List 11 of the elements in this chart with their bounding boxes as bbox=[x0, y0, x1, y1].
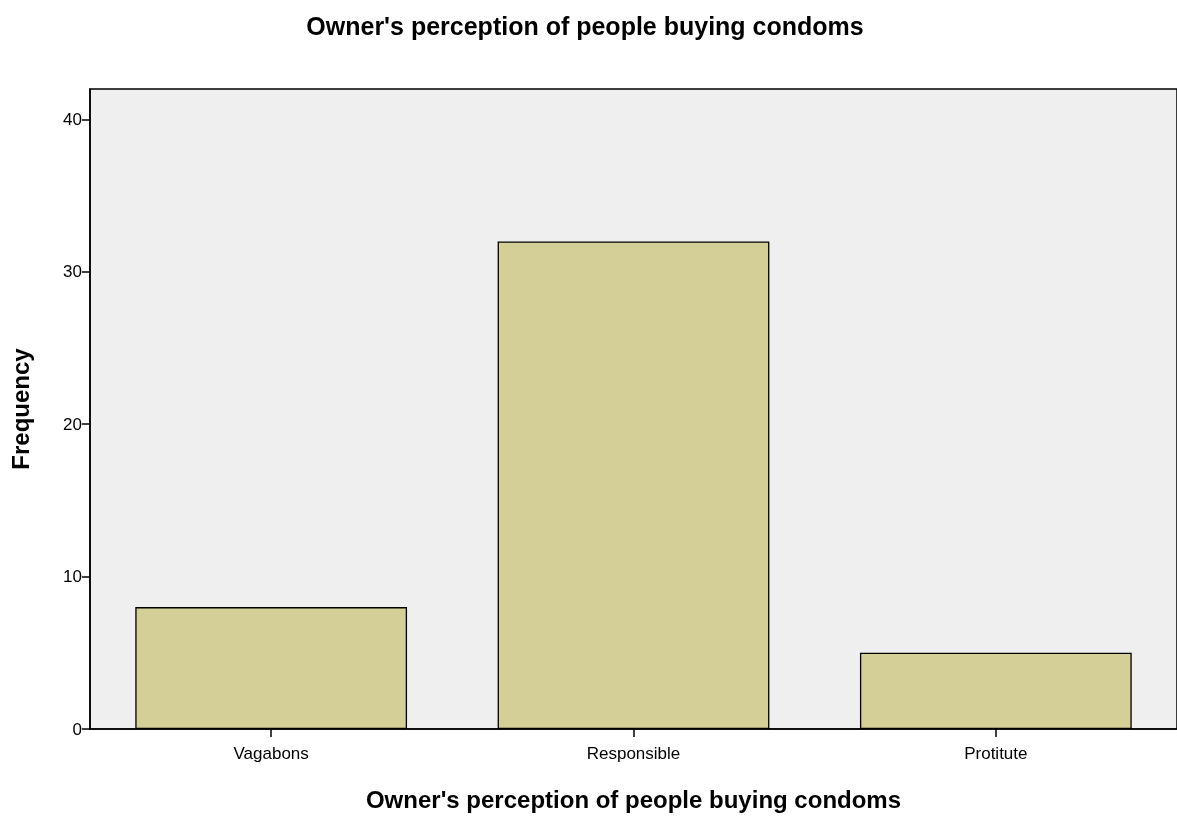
y-tick-label: 20 bbox=[63, 414, 82, 434]
y-tick-label: 0 bbox=[72, 719, 82, 739]
x-tick-label: Responsible bbox=[586, 744, 681, 763]
y-tick-label: 40 bbox=[63, 109, 82, 129]
x-tick-label: Protitute bbox=[964, 744, 1028, 763]
x-axis-title: Owner's perception of people buying condoms bbox=[365, 785, 902, 813]
chart-title: Owner's perception of people buying condoms bbox=[306, 11, 864, 40]
x-tick-label: Vagabons bbox=[233, 744, 309, 763]
y-tick-label: 30 bbox=[63, 262, 82, 282]
y-tick-label: 10 bbox=[63, 567, 82, 587]
y-axis-title: Frequency bbox=[6, 347, 34, 470]
